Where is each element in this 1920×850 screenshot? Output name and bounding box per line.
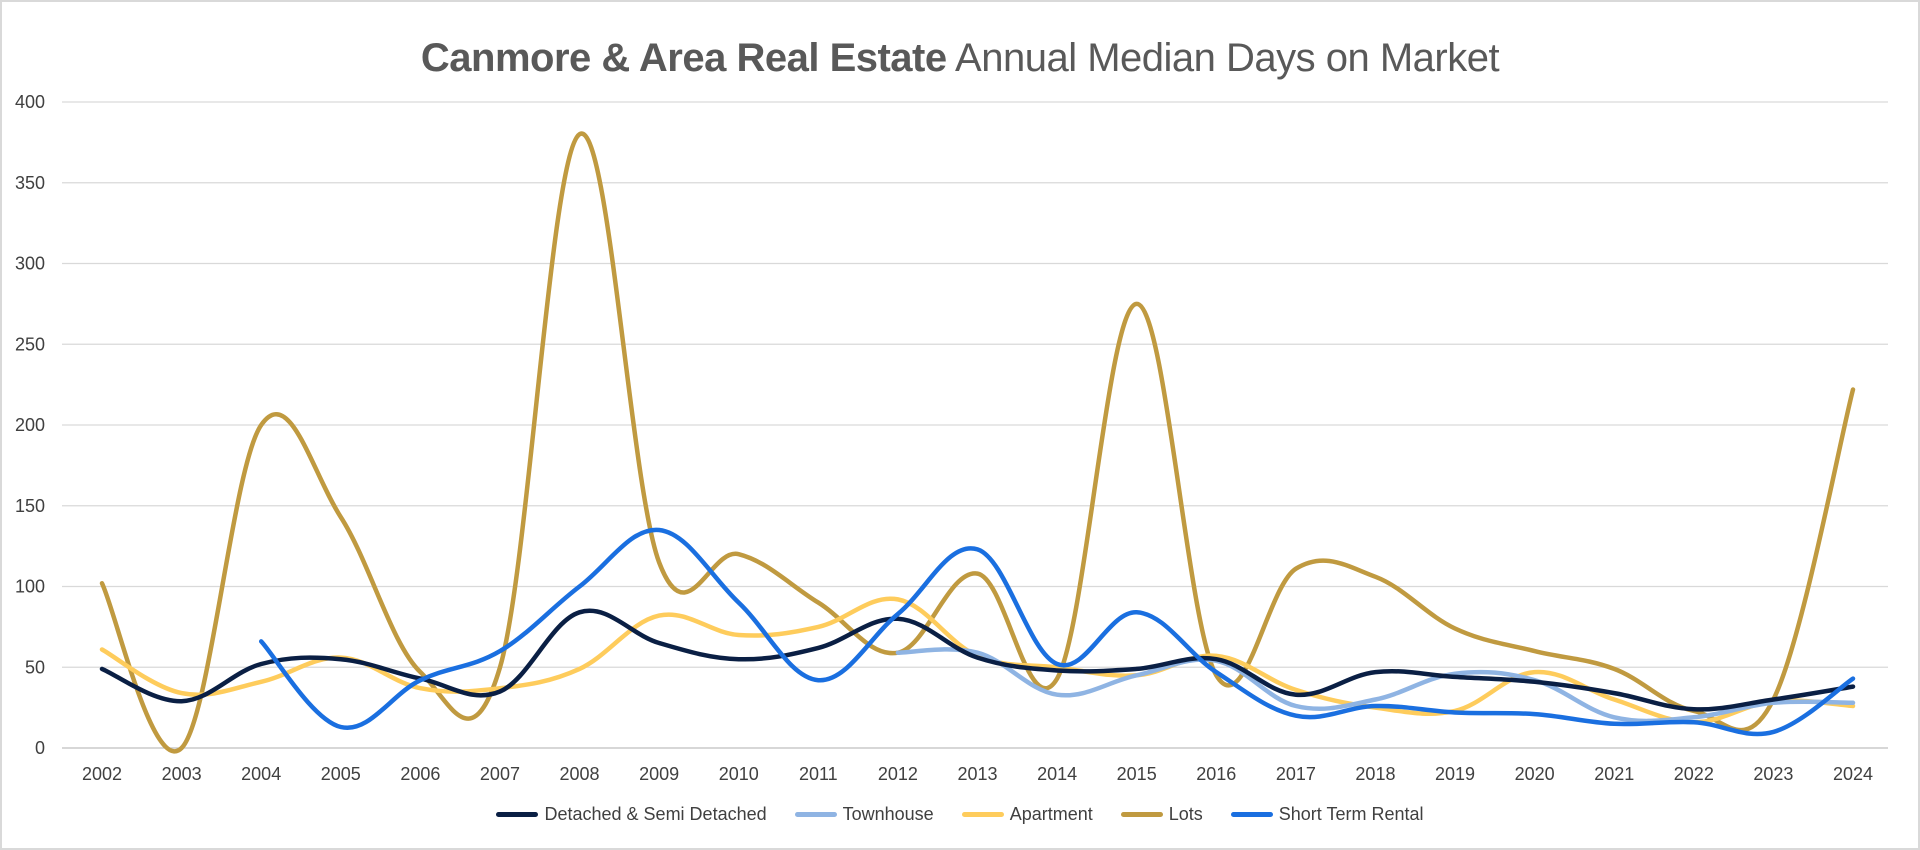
x-tick-label: 2018 [1355, 764, 1395, 784]
y-tick-label: 200 [15, 415, 45, 435]
x-tick-label: 2021 [1594, 764, 1634, 784]
legend-item: Short Term Rental [1230, 804, 1424, 825]
legend-swatch [496, 812, 539, 817]
x-tick-label: 2007 [480, 764, 520, 784]
x-tick-label: 2023 [1753, 764, 1793, 784]
legend-item: Townhouse [794, 804, 934, 825]
x-tick-label: 2015 [1117, 764, 1157, 784]
x-tick-label: 2014 [1037, 764, 1077, 784]
y-tick-label: 250 [15, 334, 45, 354]
legend: Detached & Semi Detached Townhouse Apartme… [0, 804, 1920, 825]
series-lines [99, 131, 1856, 754]
chart-title-rest: Annual Median Days on Market [955, 36, 1500, 80]
legend-label: Short Term Rental [1278, 804, 1424, 824]
x-tick-label: 2017 [1276, 764, 1316, 784]
y-tick-label: 100 [15, 577, 45, 597]
x-tick-label: 2009 [639, 764, 679, 784]
legend-label: Detached & Semi Detached [544, 804, 767, 824]
x-tick-label: 2005 [321, 764, 361, 784]
x-tick-label: 2002 [82, 764, 122, 784]
legend-item: Lots [1120, 804, 1203, 825]
series-line-short-term-rental [258, 527, 1856, 737]
legend-item: Apartment [961, 804, 1093, 825]
x-tick-label: 2024 [1833, 764, 1873, 784]
series-line-lots [99, 131, 1856, 754]
x-tick-label: 2008 [560, 764, 600, 784]
y-tick-label: 150 [15, 496, 45, 516]
legend-swatch [1120, 812, 1163, 817]
x-tick-label: 2004 [241, 764, 281, 784]
x-tick-label: 2006 [400, 764, 440, 784]
x-tick-label: 2011 [799, 764, 838, 784]
legend-label: Lots [1168, 804, 1203, 824]
x-tick-label: 2012 [878, 764, 918, 784]
legend-swatch [961, 812, 1004, 817]
x-tick-label: 2010 [719, 764, 759, 784]
series-line-townhouse [895, 647, 1856, 724]
x-tick-label: 2003 [162, 764, 202, 784]
chart-title: Canmore & Area Real Estate Annual Median… [0, 36, 1920, 81]
y-tick-label: 0 [35, 738, 45, 758]
legend-item: Detached & Semi Detached [496, 804, 767, 825]
x-tick-label: 2013 [957, 764, 997, 784]
series-line-detached-semi-detached [99, 608, 1856, 712]
y-tick-label: 300 [15, 254, 45, 274]
legend-swatch [794, 812, 837, 817]
gridlines [62, 101, 1888, 749]
legend-swatch [1230, 812, 1273, 817]
x-tick-label: 2020 [1515, 764, 1555, 784]
x-tick-label: 2019 [1435, 764, 1475, 784]
x-tick-label: 2016 [1196, 764, 1236, 784]
y-tick-label: 400 [15, 92, 45, 112]
chart-title-bold: Canmore & Area Real Estate [420, 36, 947, 80]
x-tick-label: 2022 [1674, 764, 1714, 784]
legend-label: Apartment [1009, 804, 1093, 824]
y-tick-label: 350 [15, 173, 45, 193]
x-axis-ticks: 2002 2003 2004 2005 2006 2007 2008 2009 2010 2011… [82, 764, 1873, 784]
y-axis-ticks: 0 50 100 150 200 250 300 350 400 [15, 92, 45, 758]
legend-label: Townhouse [842, 804, 934, 824]
y-tick-label: 50 [25, 657, 45, 677]
